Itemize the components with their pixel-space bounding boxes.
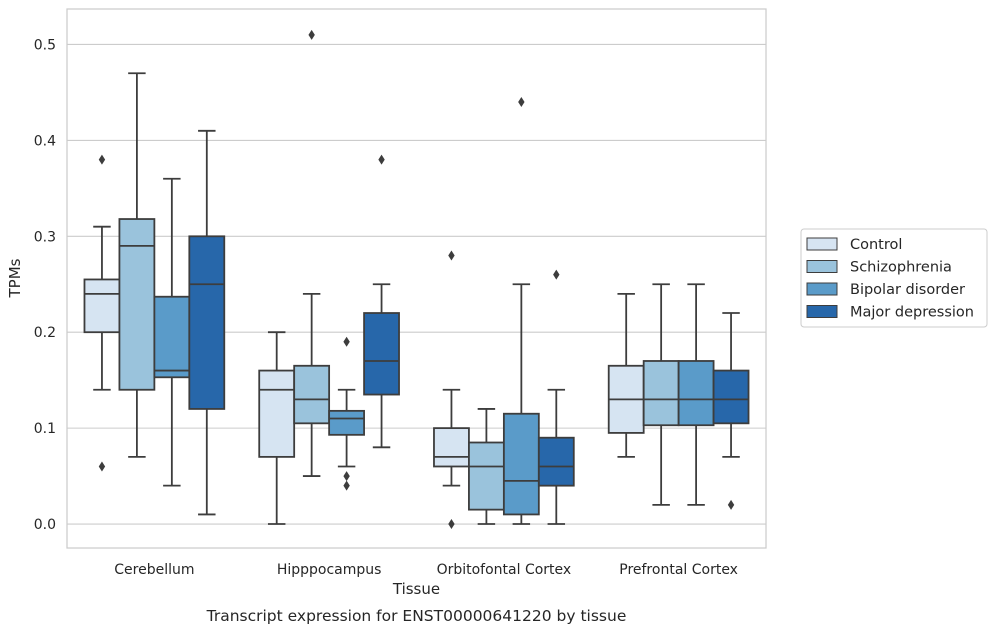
outlier-point — [553, 269, 560, 280]
legend: Control Schizophrenia Bipolar disorder Majo… — [800, 228, 988, 328]
legend-swatch — [806, 260, 838, 273]
outlier-point — [308, 29, 315, 40]
box-schizophrenia — [642, 283, 680, 506]
legend-frame — [800, 228, 988, 328]
box-schizophrenia — [293, 29, 331, 477]
y-tick-label: 0.5 — [34, 37, 56, 53]
box-body — [188, 235, 226, 410]
box-control — [258, 331, 296, 525]
chart-caption: Transcript expression for ENST0000064122… — [206, 607, 627, 625]
box-schizophrenia — [468, 408, 505, 525]
box-major-depression — [712, 312, 750, 510]
outlier-point — [343, 471, 350, 482]
outlier-point — [727, 499, 735, 510]
outlier-point — [98, 461, 106, 472]
outlier-point — [343, 336, 350, 347]
legend-label: Control — [850, 237, 902, 253]
y-tick-label: 0.3 — [34, 229, 56, 245]
box-body — [537, 436, 575, 487]
box-body — [363, 312, 400, 396]
box-schizophrenia — [118, 72, 156, 458]
legend-label: Schizophrenia — [850, 260, 952, 276]
box-body — [502, 412, 540, 516]
y-tick-label: 0.1 — [34, 421, 56, 437]
legend-swatch — [806, 305, 838, 318]
outlier-point — [378, 154, 385, 165]
box-bipolar-disorder — [153, 177, 191, 487]
box-control — [433, 250, 470, 530]
y-tick-label: 0.0 — [34, 517, 56, 533]
outlier-point — [518, 97, 525, 108]
outlier-point — [448, 519, 455, 530]
y-tick-label: 0.2 — [34, 325, 56, 341]
box-body — [293, 364, 331, 425]
y-tick-label: 0.4 — [34, 133, 56, 149]
plot-background — [67, 9, 766, 548]
legend-label: Major depression — [850, 305, 974, 321]
outlier-point — [448, 250, 455, 261]
legend-items: Control Schizophrenia Bipolar disorder Majo… — [806, 237, 974, 321]
box-body — [677, 360, 715, 427]
outlier-point — [98, 154, 106, 165]
box-major-depression — [363, 154, 400, 449]
box-body — [153, 295, 191, 379]
box-plot-series — [83, 29, 750, 530]
box-major-depression — [537, 269, 575, 525]
x-tick-label: Hipppocampus — [277, 562, 382, 578]
box-body — [118, 218, 156, 391]
box-body — [433, 427, 470, 468]
x-tick-label: Orbitofontal Cortex — [437, 562, 572, 578]
box-body — [712, 369, 750, 425]
box-body — [468, 441, 505, 511]
box-major-depression — [188, 129, 226, 516]
plot-frame — [66, 8, 767, 549]
x-tick-label: Prefrontal Cortex — [619, 562, 738, 578]
x-tick-label: Cerebellum — [114, 562, 194, 578]
legend-swatch — [806, 282, 838, 296]
x-tick-labels: Cerebellum Hipppocampus Orbitofontal Corte… — [114, 562, 738, 578]
box-bipolar-disorder — [502, 97, 540, 525]
box-bipolar-disorder — [328, 336, 365, 491]
outlier-point — [343, 480, 350, 491]
box-body — [258, 369, 296, 458]
legend-swatch — [806, 237, 838, 251]
box-body — [328, 409, 365, 436]
y-axis-label: TPMs — [6, 258, 24, 298]
box-body — [83, 278, 121, 334]
x-axis-label: Tissue — [392, 580, 440, 598]
legend-label: Bipolar disorder — [850, 282, 965, 298]
y-tick-labels: 0.0 0.1 0.2 0.3 0.4 0.5 — [34, 37, 56, 533]
box-body — [642, 360, 680, 427]
